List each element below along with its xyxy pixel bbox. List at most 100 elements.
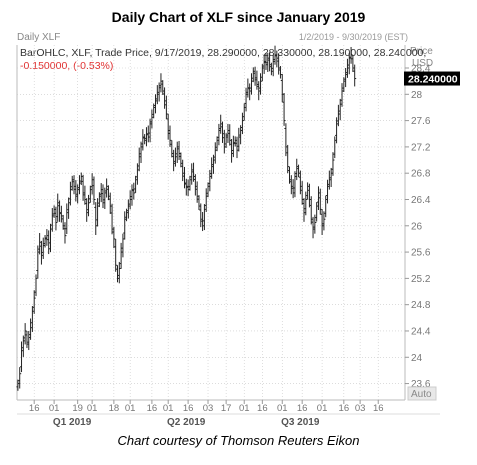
ohlc-bar — [47, 230, 51, 255]
ohlc-bars — [16, 45, 357, 391]
ohlc-bar — [52, 205, 56, 218]
ohlc-bar — [313, 214, 317, 234]
ohlc-bar — [311, 216, 315, 239]
ohlc-bar — [202, 204, 206, 231]
ohlc-bar — [219, 114, 223, 134]
ohlc-bar — [18, 367, 22, 389]
ohlc-bar — [79, 172, 83, 186]
y-tick-label: 27.2 — [411, 142, 431, 153]
ohlc-bar — [67, 197, 71, 219]
ohlc-bar — [246, 78, 250, 98]
ohlc-bar — [45, 229, 49, 246]
ohlc-bar — [54, 206, 58, 231]
ohlc-bar — [335, 117, 339, 144]
ohlc-bar — [65, 203, 69, 235]
ohlc-bar — [181, 159, 185, 182]
ohlc-bar — [110, 203, 114, 235]
ohlc-bar — [152, 103, 156, 119]
y-tick-label: 25.6 — [411, 248, 431, 259]
ohlc-bar — [87, 194, 91, 217]
ohlc-bar — [278, 66, 282, 79]
ohlc-bar — [291, 179, 295, 199]
ohlc-bar — [210, 157, 214, 179]
ohlc-bar — [108, 192, 112, 214]
y-tick-label: 26.4 — [411, 195, 431, 206]
ohlc-bar — [302, 198, 306, 222]
ohlc-bar — [29, 318, 33, 340]
ohlc-bar — [41, 237, 45, 259]
x-tick-label: 16 — [297, 403, 308, 414]
ohlc-bar — [349, 46, 353, 64]
ohlc-bar — [114, 238, 118, 272]
ohlc-bar — [249, 73, 253, 95]
ohlc-bar — [94, 202, 98, 235]
x-tick-label: 01 — [49, 403, 60, 414]
ohlc-bar — [188, 175, 192, 191]
ohlc-bar — [173, 147, 177, 167]
ohlc-bar — [347, 52, 351, 75]
ohlc-bar — [77, 175, 81, 195]
ohlc-bar — [43, 234, 47, 248]
ohlc-bar — [322, 211, 326, 231]
x-tick-label: 01 — [87, 403, 98, 414]
ohlc-bar — [353, 64, 357, 87]
x-tick-label: 01 — [277, 403, 288, 414]
ohlc-bar — [74, 180, 78, 202]
ohlc-bar — [85, 198, 89, 222]
ohlc-bar — [262, 54, 266, 74]
ohlc-bar — [117, 261, 121, 284]
ohlc-bar — [316, 186, 320, 211]
ohlc-bar — [38, 233, 42, 255]
ohlc-bar — [119, 242, 123, 269]
ohlc-bar — [182, 166, 186, 189]
y-tick-label: 24.8 — [411, 300, 431, 311]
quarter-label: Q3 2019 — [281, 417, 320, 428]
auto-scale-button[interactable]: Auto — [407, 386, 437, 401]
ohlc-bar — [184, 178, 188, 196]
y-tick-label: 28.4 — [411, 64, 431, 75]
ohlc-bar — [277, 53, 281, 75]
ohlc-bar — [125, 208, 129, 222]
ohlc-bar — [315, 202, 319, 222]
ohlc-bar — [309, 196, 313, 225]
ohlc-bar — [215, 136, 219, 152]
ohlc-bar — [135, 163, 139, 185]
x-tick-label: 16 — [339, 403, 350, 414]
ohlc-bar — [134, 175, 138, 193]
ohlc-bar — [224, 133, 228, 148]
ohlc-bar — [286, 144, 290, 174]
ohlc-bar — [338, 98, 342, 121]
ohlc-bar — [242, 103, 246, 121]
y-tick-label: 26 — [411, 221, 423, 232]
x-tick-label: 16 — [147, 403, 158, 414]
y-tick-label: 24 — [411, 353, 423, 364]
ohlc-bar — [50, 208, 54, 232]
auto-label: Auto — [411, 389, 432, 400]
ohlc-bar — [251, 67, 255, 83]
ohlc-bar — [248, 83, 252, 101]
ohlc-bar — [344, 68, 348, 88]
ohlc-bar — [340, 83, 344, 107]
ohlc-bar — [240, 112, 244, 135]
ohlc-bar — [288, 166, 292, 184]
ohlc-bar — [36, 245, 40, 279]
ohlc-bar — [159, 73, 163, 93]
chart-caption: Chart courtesy of Thomson Reuters Eikon — [117, 433, 360, 448]
ohlc-bar — [324, 195, 328, 218]
last-price-marker: 28.240000 — [404, 71, 460, 86]
ohlc-bar — [103, 187, 107, 210]
ohlc-bar — [235, 136, 239, 159]
ohlc-bar — [143, 134, 147, 145]
ohlc-bar — [16, 379, 20, 391]
ohlc-bar — [233, 136, 237, 147]
ohlc-bar — [329, 167, 333, 187]
ohlc-bar — [137, 147, 141, 172]
ohlc-bar — [168, 125, 172, 147]
ohlc-bar — [295, 158, 299, 181]
ohlc-bar — [172, 149, 176, 172]
x-tick-label: 16 — [183, 403, 194, 414]
date-range-label: 1/2/2019 - 9/30/2019 (EST) — [299, 32, 408, 42]
y-tick-label: 27.6 — [411, 116, 431, 127]
ohlc-bar — [30, 305, 34, 332]
